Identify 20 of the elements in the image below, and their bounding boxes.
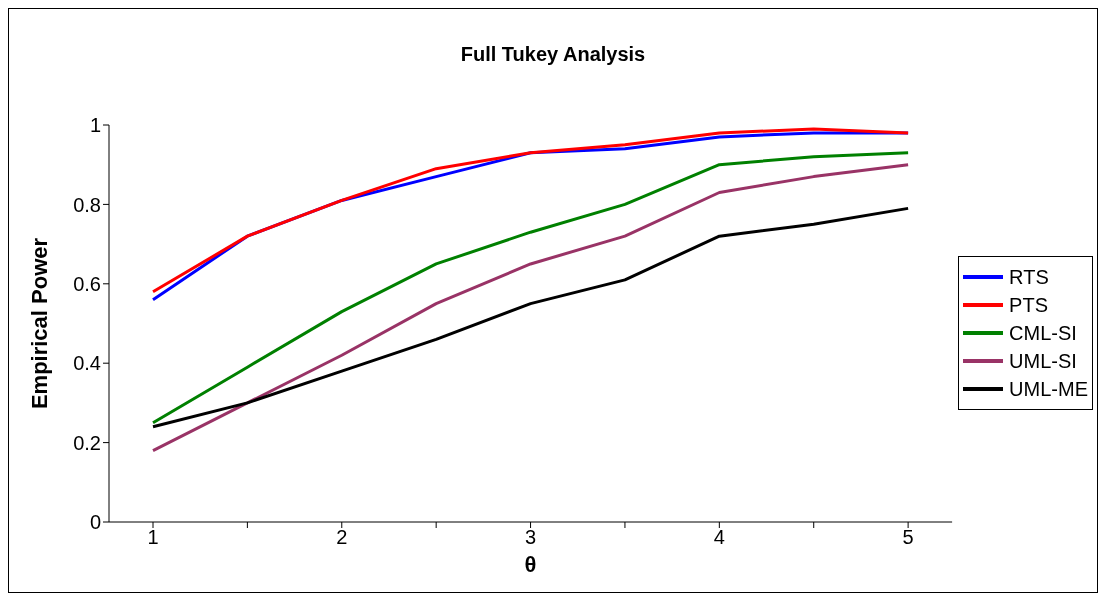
y-tick-label: 0 bbox=[89, 511, 101, 534]
x-axis-title: θ bbox=[524, 552, 537, 577]
legend-label: UML-SI bbox=[1009, 348, 1077, 374]
x-tick-label: 1 bbox=[147, 526, 159, 549]
x-tick-label: 5 bbox=[902, 526, 914, 549]
y-tick-label: 0.6 bbox=[73, 272, 101, 295]
y-tick-label: 1 bbox=[89, 114, 101, 137]
legend-label: CML-SI bbox=[1009, 320, 1077, 346]
x-tick-label: 2 bbox=[336, 526, 348, 549]
y-tick-label: 0.2 bbox=[73, 431, 101, 454]
y-tick-label: 0.4 bbox=[73, 352, 101, 375]
legend-label: RTS bbox=[1009, 264, 1049, 290]
y-axis-title: Empirical Power bbox=[26, 237, 52, 410]
legend-label: UML-ME bbox=[1009, 376, 1088, 402]
line-series bbox=[151, 206, 910, 429]
x-tick-label: 3 bbox=[524, 526, 537, 549]
y-tick-label: 0.8 bbox=[73, 193, 101, 216]
legend-label: PTS bbox=[1009, 292, 1049, 318]
x-tick-label: 4 bbox=[713, 526, 725, 549]
chart-title: Full Tukey Analysis bbox=[459, 42, 647, 67]
